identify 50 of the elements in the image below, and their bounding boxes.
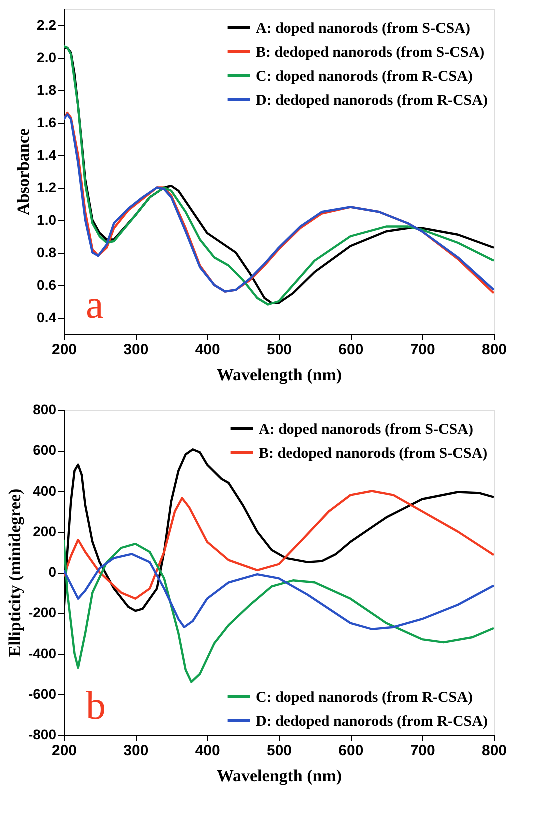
legend-label: A: doped nanorods (from S-CSA)	[256, 21, 470, 37]
x-tick-label: 200	[52, 742, 78, 760]
x-tick-label: 500	[266, 742, 292, 760]
x-tick-label: 300	[124, 742, 149, 760]
x-tick-label: 600	[338, 342, 364, 358]
y-tick-label: 0.4	[37, 309, 57, 326]
y-tick-label: -400	[28, 645, 57, 662]
x-tick-label: 700	[410, 742, 436, 760]
legend-label: D: dedoped nanorods (from R-CSA)	[256, 714, 488, 730]
y-tick-label: 1.2	[37, 179, 57, 196]
legend-label: D: dedoped nanorods (from R-CSA)	[256, 93, 488, 109]
y-tick-label: 2.2	[37, 16, 57, 33]
legend-label: A: doped nanorods (from S-CSA)	[259, 422, 474, 438]
y-tick-label: -800	[28, 726, 57, 742]
y-tick-label: 400	[33, 482, 57, 499]
y-axis-title: Ellipticity (minidegree)	[5, 488, 24, 658]
legend-label: B: dedoped nanorods (from S-CSA)	[256, 45, 485, 61]
y-tick-label: 1.0	[37, 212, 57, 228]
legend-label: C: doped nanorods (from R-CSA)	[256, 690, 473, 706]
x-tick-label: 800	[482, 742, 508, 760]
legend-label: B: dedoped nanorods (from S-CSA)	[259, 446, 488, 462]
y-tick-label: 1.6	[37, 114, 57, 130]
y-tick-label: 200	[33, 523, 57, 540]
x-tick-label: 400	[195, 742, 220, 760]
y-tick-label: 0	[48, 564, 57, 580]
legend-label: C: doped nanorods (from R-CSA)	[256, 69, 473, 85]
y-tick-label: 800	[33, 402, 57, 418]
y-tick-label: 600	[33, 442, 57, 458]
line-series	[64, 553, 494, 630]
x-tick-label: 500	[266, 342, 292, 358]
annotation: b	[86, 683, 106, 728]
annotation: a	[86, 282, 104, 327]
x-tick-label: 700	[410, 342, 436, 358]
x-tick-label: 300	[124, 342, 149, 358]
x-tick-label: 600	[338, 742, 364, 760]
x-axis-title: Wavelength (nm)	[216, 766, 342, 786]
y-tick-label: 1.8	[37, 82, 57, 98]
line-series	[64, 490, 494, 600]
x-tick-label: 800	[482, 342, 508, 358]
x-tick-label: 400	[195, 342, 220, 358]
y-axis-title: Absorbance	[14, 128, 34, 216]
x-axis-title: Wavelength (nm)	[216, 366, 342, 384]
x-tick-label: 200	[52, 342, 78, 358]
y-tick-label: 2.0	[37, 49, 57, 66]
y-tick-label: 0.6	[37, 276, 57, 293]
y-tick-label: -200	[28, 604, 57, 621]
line-series	[64, 538, 494, 684]
y-tick-label: -600	[28, 686, 57, 702]
y-tick-label: 0.8	[37, 244, 57, 260]
y-tick-label: 1.4	[37, 146, 57, 163]
